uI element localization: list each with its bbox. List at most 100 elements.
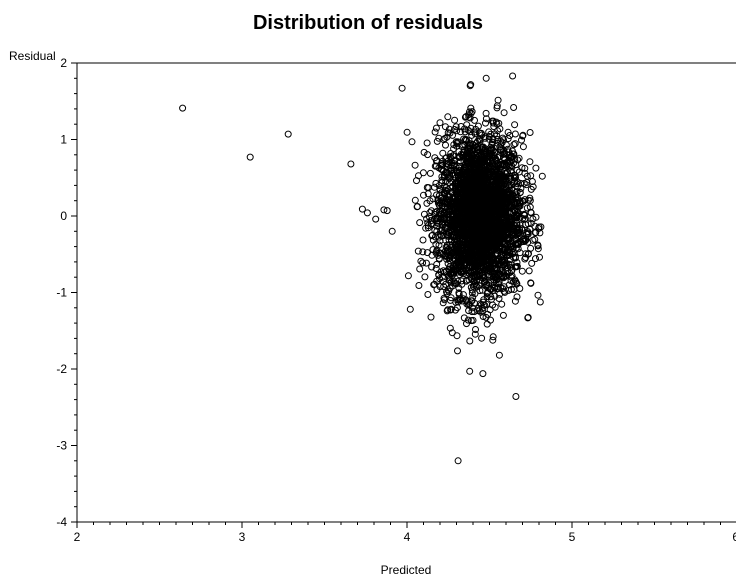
data-point (442, 141, 449, 149)
data-point (494, 185, 502, 193)
data-point (468, 251, 476, 259)
data-point (536, 229, 544, 237)
data-point (510, 214, 518, 222)
x-tick-label: 2 (74, 530, 81, 544)
data-point (496, 290, 504, 298)
data-point (444, 306, 452, 314)
data-point (511, 297, 519, 305)
data-point (459, 153, 467, 161)
data-point (481, 147, 489, 154)
data-point (440, 283, 448, 291)
data-point (437, 210, 445, 218)
data-point (447, 150, 455, 157)
data-point (467, 297, 475, 305)
data-point (448, 188, 456, 196)
data-point (493, 168, 501, 175)
data-point (513, 180, 521, 187)
data-point (451, 238, 459, 246)
data-point (462, 135, 470, 143)
y-tick-label: 0 (60, 209, 67, 223)
data-point (474, 189, 482, 197)
data-point (473, 143, 480, 151)
data-point (383, 207, 391, 215)
data-point (520, 235, 527, 243)
data-point (428, 232, 436, 240)
data-point (502, 141, 510, 149)
x-tick-label: 4 (404, 530, 411, 544)
data-point (465, 111, 473, 119)
data-point (420, 191, 427, 199)
data-point (446, 251, 454, 259)
data-point (472, 239, 480, 247)
data-point (524, 313, 532, 321)
data-point (432, 124, 440, 132)
data-point (461, 232, 469, 240)
data-point (500, 219, 508, 227)
data-point (443, 255, 451, 263)
data-point (500, 109, 508, 117)
data-point (504, 145, 512, 153)
data-point (458, 277, 466, 285)
data-point (453, 232, 461, 240)
data-point (433, 222, 441, 230)
data-point (472, 139, 480, 147)
data-point (441, 135, 449, 142)
data-point (454, 138, 462, 146)
data-point (411, 161, 419, 169)
data-point (470, 212, 478, 220)
data-point (514, 182, 521, 190)
data-point (246, 153, 254, 161)
data-point (462, 162, 470, 170)
data-point (447, 305, 455, 313)
y-tick-label: -2 (56, 362, 67, 376)
data-point (486, 176, 494, 184)
data-point (461, 209, 469, 217)
data-point (447, 269, 455, 277)
data-point (489, 256, 497, 264)
data-point (521, 196, 529, 204)
data-point (429, 231, 436, 239)
data-point (492, 176, 500, 184)
data-point (489, 336, 497, 344)
y-tick-label: 1 (60, 133, 67, 147)
data-point (347, 160, 355, 168)
data-point (476, 157, 484, 165)
data-point (505, 222, 513, 230)
data-point (372, 215, 380, 223)
data-point (499, 272, 507, 280)
data-point (494, 136, 502, 143)
data-point (408, 138, 416, 146)
data-point (437, 268, 445, 276)
data-point (483, 300, 491, 308)
data-point (469, 147, 476, 155)
y-axis-label: Residual (9, 49, 56, 63)
data-point (415, 282, 423, 289)
data-point (453, 332, 461, 340)
data-point (431, 280, 439, 288)
data-point (466, 202, 474, 210)
data-point (463, 216, 471, 224)
data-point (500, 258, 508, 266)
data-point (487, 316, 494, 324)
data-point (482, 74, 490, 82)
data-point (458, 297, 466, 305)
data-point (451, 156, 458, 164)
data-point (413, 177, 420, 185)
data-point (444, 232, 452, 240)
data-point (416, 265, 424, 273)
data-point (451, 219, 459, 227)
data-point (463, 224, 471, 232)
data-point (536, 253, 543, 261)
data-point (494, 96, 502, 104)
data-point (454, 237, 462, 245)
data-point (472, 168, 480, 176)
data-point (403, 128, 411, 136)
data-point (398, 84, 406, 92)
data-point (425, 213, 433, 221)
data-point (501, 250, 509, 258)
data-point (521, 255, 529, 263)
data-point (498, 300, 506, 308)
data-point (455, 284, 463, 292)
data-point (417, 257, 425, 265)
